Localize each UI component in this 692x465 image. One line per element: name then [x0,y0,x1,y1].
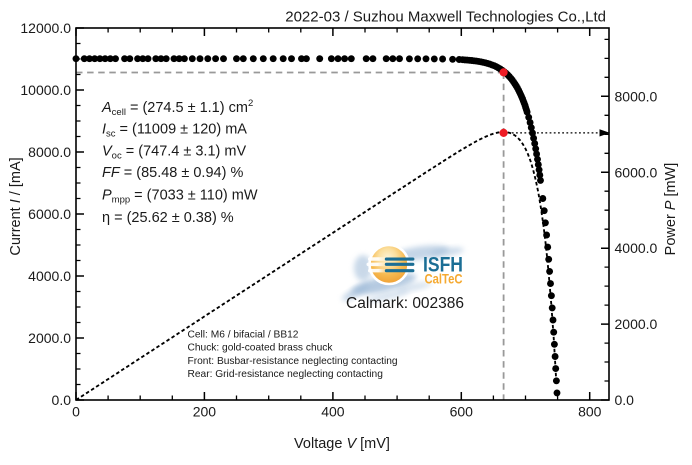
svg-text:200: 200 [193,403,217,419]
svg-text:4000.0: 4000.0 [615,240,658,256]
svg-text:Rear: Grid-resistance neglecti: Rear: Grid-resistance neglecting contact… [188,369,384,380]
svg-text:8000.0: 8000.0 [615,88,658,104]
svg-text:Calmark: 002386: Calmark: 002386 [346,295,464,312]
svg-text:12000.0: 12000.0 [20,20,71,36]
svg-text:Cell: M6 / bifacial / BB12: Cell: M6 / bifacial / BB12 [188,329,299,340]
svg-text:Power P [mW]: Power P [mW] [663,163,679,256]
svg-text:Isc = (11009 ± 120) mA: Isc = (11009 ± 120) mA [102,122,247,140]
svg-text:FF = (85.48 ± 0.94) %: FF = (85.48 ± 0.94) % [102,165,243,181]
svg-text:Pmpp = (7033 ± 110) mW: Pmpp = (7033 ± 110) mW [102,188,258,206]
svg-text:Acell = (274.5 ± 1.1) cm2: Acell = (274.5 ± 1.1) cm2 [101,98,253,118]
svg-text:Front: Busbar-resistance negle: Front: Busbar-resistance neglecting cont… [188,356,398,367]
svg-text:600: 600 [450,403,474,419]
svg-text:0.0: 0.0 [52,392,72,408]
svg-text:6000.0: 6000.0 [615,164,658,180]
svg-text:η = (25.62 ± 0.38) %: η = (25.62 ± 0.38) % [102,210,234,226]
svg-text:2000.0: 2000.0 [28,330,71,346]
svg-text:4000.0: 4000.0 [28,268,71,284]
svg-text:400: 400 [321,403,345,419]
svg-text:Current I / [mA]: Current I / [mA] [8,157,24,255]
svg-text:Chuck: gold-coated brass chuck: Chuck: gold-coated brass chuck [188,343,334,354]
svg-text:2022-03 / Suzhou Maxwell Techn: 2022-03 / Suzhou Maxwell Technologies Co… [285,9,606,26]
svg-text:ISFH: ISFH [423,253,463,277]
svg-text:10000.0: 10000.0 [20,82,71,98]
svg-text:0.0: 0.0 [615,392,635,408]
svg-text:CalTeC: CalTeC [425,272,463,287]
svg-text:6000.0: 6000.0 [28,206,71,222]
svg-text:0: 0 [72,403,80,419]
svg-text:Voc = (747.4 ± 3.1) mV: Voc = (747.4 ± 3.1) mV [102,144,246,162]
svg-text:Voltage V [mV]: Voltage V [mV] [294,436,390,452]
svg-text:800: 800 [578,403,602,419]
svg-text:8000.0: 8000.0 [28,144,71,160]
svg-text:2000.0: 2000.0 [615,316,658,332]
